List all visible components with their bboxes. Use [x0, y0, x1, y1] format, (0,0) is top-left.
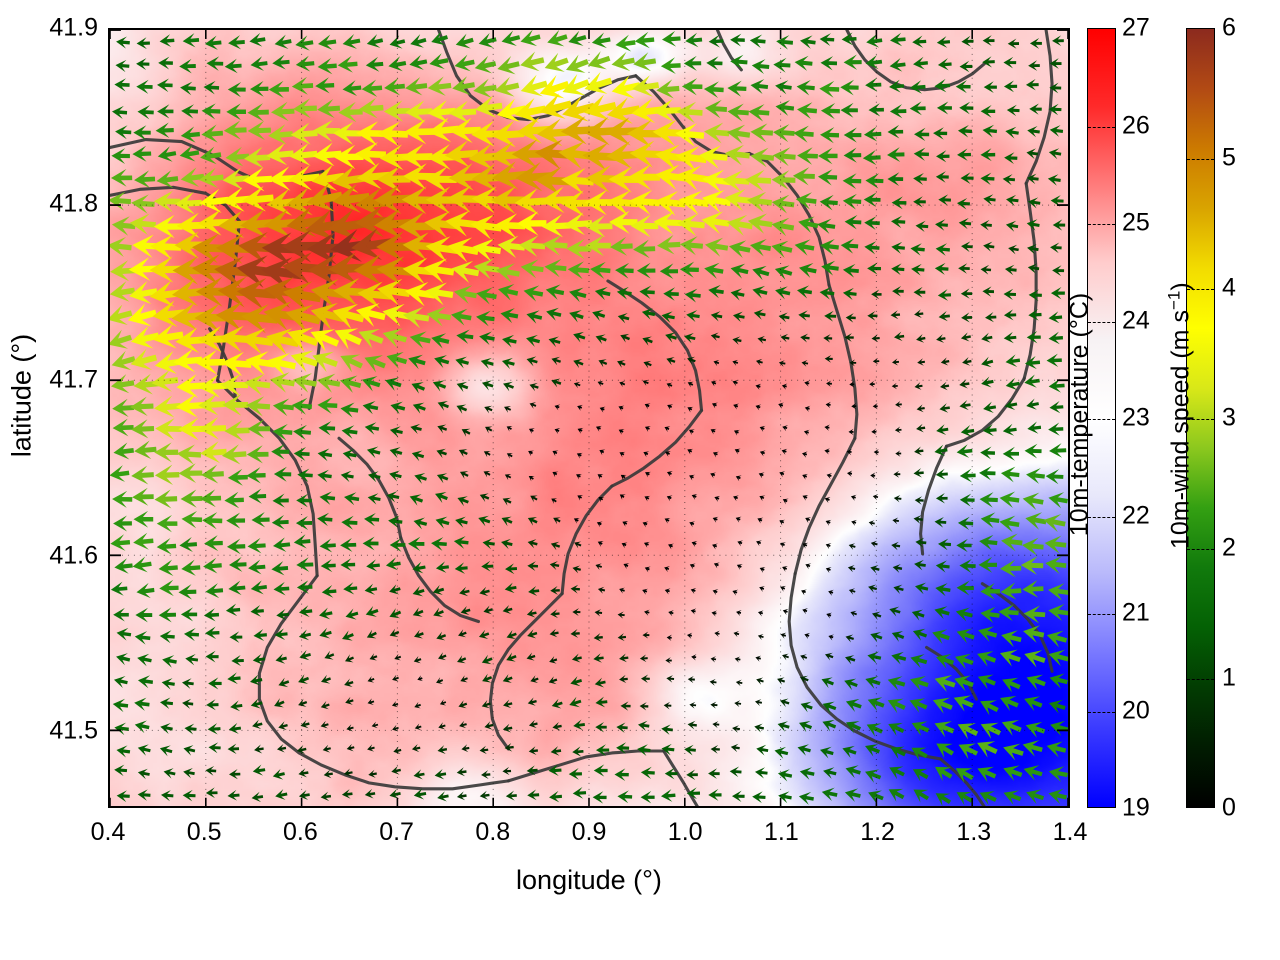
x-tick-label: 1.2 — [860, 818, 895, 846]
y-tick-label: 41.6 — [49, 541, 98, 569]
colorbar-tick-label: 22 — [1122, 501, 1150, 529]
colorbar-tick-mark — [1088, 419, 1115, 420]
colorbar-tick-mark — [1088, 614, 1115, 615]
x-tick-label: 1.1 — [764, 818, 799, 846]
colorbar-tick-label: 26 — [1122, 111, 1150, 139]
colorbar-tick-label: 4 — [1222, 273, 1236, 302]
wind-speed-colorbar-title: 10m-wind speed (m s−1) — [1164, 266, 1195, 566]
colorbar-tick-label: 3 — [1222, 403, 1236, 432]
colorbar-tick-mark — [1187, 549, 1214, 550]
x-tick-label: 0.7 — [379, 818, 414, 846]
wind-speed-colorbar-tick-labels: 6 5 4 3 2 1 0 — [1222, 0, 1280, 960]
y-tick-label: 41.8 — [49, 189, 98, 218]
colorbar-tick-label: 27 — [1122, 13, 1150, 42]
colorbar-tick-label: 23 — [1122, 403, 1150, 432]
colorbar-tick-label: 19 — [1122, 793, 1150, 822]
x-tick-label: 0.4 — [90, 818, 126, 846]
colorbar-tick-mark — [1187, 419, 1214, 420]
colorbar-tick-label: 1 — [1222, 663, 1236, 692]
plot-area — [108, 28, 1070, 808]
colorbar-tick-mark — [1088, 711, 1115, 713]
colorbar-tick-label: 0 — [1222, 793, 1236, 822]
colorbar-tick-mark — [1088, 224, 1115, 225]
wind-speed-colorbar-title-tail: ) — [1166, 282, 1195, 291]
colorbar-tick-mark — [1187, 289, 1214, 290]
x-axis-title: longitude (°) — [516, 865, 662, 895]
colorbar-tick-label: 24 — [1122, 306, 1150, 334]
x-tick-label: 0.5 — [186, 818, 222, 846]
x-tick-label: 1.0 — [667, 818, 703, 846]
colorbar-tick-label: 2 — [1222, 533, 1236, 562]
colorbar-tick-label: 20 — [1122, 696, 1150, 724]
y-tick-label: 41.7 — [49, 365, 98, 394]
x-tick-label: 1.4 — [1052, 818, 1088, 846]
wind-speed-colorbar-gradient — [1187, 29, 1214, 807]
colorbar-tick-mark — [1088, 126, 1115, 128]
temperature-colorbar-tick-labels: 27 26 25 24 23 22 21 20 19 — [1122, 0, 1182, 960]
x-axis-tick-labels: 0.4 0.5 0.6 0.7 0.8 0.9 1.0 1.1 1.2 1.3 1.4 — [0, 818, 1280, 858]
temperature-colorbar-gradient — [1088, 29, 1115, 807]
wind-speed-colorbar — [1186, 28, 1215, 808]
colorbar-tick-label: 25 — [1122, 208, 1150, 237]
temperature-colorbar-title: 10m-temperature (°C) — [1065, 292, 1094, 537]
wind-speed-colorbar-title-exponent: −1 — [1164, 290, 1184, 311]
colorbar-tick-mark — [1088, 516, 1115, 518]
colorbar-tick-label: 5 — [1222, 143, 1236, 172]
x-tick-label: 0.8 — [475, 818, 511, 846]
y-tick-label: 41.9 — [49, 13, 98, 42]
colorbar-tick-label: 6 — [1222, 13, 1236, 42]
x-tick-label: 1.3 — [956, 818, 992, 846]
colorbar-tick-mark — [1187, 159, 1214, 160]
colorbar-tick-mark — [1187, 679, 1214, 680]
x-tick-label: 0.9 — [571, 818, 607, 846]
colorbar-tick-mark — [1088, 321, 1115, 323]
temperature-colorbar — [1087, 28, 1116, 808]
y-tick-label: 41.5 — [49, 716, 98, 745]
wind-vector-layer — [110, 30, 1068, 806]
wind-speed-colorbar-title-main: 10m-wind speed (m s — [1166, 310, 1195, 550]
y-axis-title: latitude (°) — [6, 333, 37, 458]
colorbar-tick-label: 21 — [1122, 598, 1150, 627]
y-axis-tick-labels: 41.9 41.8 41.7 41.6 41.5 — [0, 0, 98, 960]
x-tick-label: 0.6 — [283, 818, 318, 846]
